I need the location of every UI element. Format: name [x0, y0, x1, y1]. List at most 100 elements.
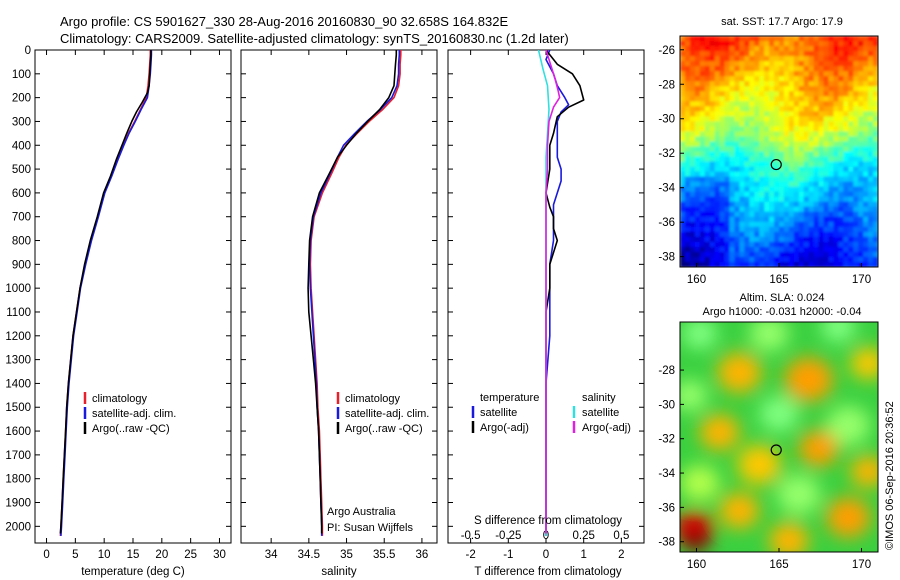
- salinity-legend: climatology satellite-adj. clim. Argo(..…: [336, 392, 429, 435]
- sst-cell: [779, 226, 785, 233]
- sst-cell: [798, 151, 805, 158]
- sst-cell: [828, 146, 835, 153]
- sst-cell: [868, 41, 874, 47]
- sst-cell: [833, 121, 839, 127]
- sst-cell: [769, 171, 775, 178]
- sst-cell: [873, 181, 878, 188]
- sst-cell: [798, 61, 805, 67]
- sst-cell: [759, 206, 765, 213]
- sst-cell: [823, 106, 830, 112]
- sst-cell: [694, 51, 701, 57]
- sst-cell: [808, 61, 815, 67]
- sst-cell: [798, 161, 805, 168]
- sst-cell: [788, 141, 795, 148]
- sst-cell: [818, 51, 825, 57]
- sst-cell: [744, 196, 750, 203]
- sst-cell: [719, 131, 726, 138]
- sst-cell: [823, 226, 830, 233]
- sst-cell: [749, 76, 755, 82]
- sst-cell: [838, 151, 844, 158]
- sst-cell: [873, 46, 878, 52]
- sst-cell: [838, 121, 844, 127]
- sst-cell: [828, 106, 835, 112]
- sst-cell: [858, 116, 864, 122]
- sst-cell: [803, 66, 810, 72]
- sla-field-patch: [749, 322, 789, 352]
- sst-cell: [848, 86, 854, 92]
- sst-cell: [694, 151, 701, 158]
- sst-cell: [803, 176, 810, 183]
- sst-cell: [719, 176, 726, 183]
- sst-cell: [788, 211, 795, 218]
- sst-cell: [749, 211, 755, 218]
- sst-cell: [838, 156, 844, 163]
- sst-cell: [823, 146, 830, 153]
- sst-cell: [823, 176, 830, 183]
- sst-cell: [803, 126, 810, 133]
- sst-cell: [808, 141, 815, 148]
- sst-cell: [868, 51, 874, 57]
- sst-cell: [808, 46, 815, 52]
- sst-cell: [709, 146, 716, 153]
- sst-cell: [833, 46, 839, 52]
- sst-cell: [813, 81, 820, 87]
- sst-cell: [734, 121, 740, 127]
- sst-cell: [793, 256, 800, 263]
- sst-cell: [843, 66, 849, 72]
- sst-cell: [868, 101, 874, 107]
- sst-cell: [853, 146, 859, 153]
- sst-cell: [833, 196, 839, 203]
- sst-cell: [734, 126, 740, 133]
- sst-cell: [694, 261, 701, 267]
- sst-cell: [818, 141, 825, 148]
- sst-cell: [823, 56, 830, 62]
- sst-cell: [699, 166, 706, 173]
- sst-cell: [873, 136, 878, 143]
- sst-cell: [798, 186, 805, 193]
- sst-cell: [858, 61, 864, 67]
- sst-cell: [843, 71, 849, 77]
- sst-cell: [754, 186, 760, 193]
- sst-cell: [724, 161, 731, 168]
- sst-cell: [833, 166, 839, 173]
- sst-cell: [818, 146, 825, 153]
- sst-cell: [853, 81, 859, 87]
- sst-cell: [729, 166, 736, 173]
- sst-cell: [734, 86, 740, 92]
- sst-cell: [828, 251, 835, 258]
- sst-cell: [808, 216, 815, 223]
- sst-cell: [838, 111, 844, 117]
- sst-cell: [694, 251, 701, 258]
- sst-cell: [848, 51, 854, 57]
- sst-cell: [714, 196, 721, 203]
- sst-cell: [779, 106, 785, 112]
- sst-cell: [709, 176, 716, 183]
- sst-cell: [754, 116, 760, 122]
- sst-cell: [734, 36, 740, 42]
- sst-cell: [709, 41, 716, 47]
- sst-cell: [873, 61, 878, 67]
- map-y-tick-label: -28: [658, 79, 675, 91]
- sst-cell: [793, 221, 800, 228]
- sst-cell: [714, 181, 721, 188]
- sst-cell: [858, 51, 864, 57]
- map-x-tick-label: 170: [852, 274, 871, 286]
- sst-cell: [828, 81, 835, 87]
- sst-cell: [823, 151, 830, 158]
- sst-cell: [759, 156, 765, 163]
- sst-cell: [684, 166, 691, 173]
- sst-cell: [699, 221, 706, 228]
- sst-cell: [749, 191, 755, 198]
- sst-cell: [838, 71, 844, 77]
- sst-cell: [863, 126, 869, 133]
- sst-cell: [719, 231, 726, 238]
- sst-cell: [684, 101, 691, 107]
- sst-cell: [774, 131, 780, 138]
- sst-cell: [808, 256, 815, 263]
- sst-cell: [848, 221, 854, 228]
- sst-cell: [704, 76, 711, 82]
- sst-cell: [788, 206, 795, 213]
- sst-cell: [744, 51, 750, 57]
- sst-cell: [828, 111, 835, 117]
- sst-cell: [838, 176, 844, 183]
